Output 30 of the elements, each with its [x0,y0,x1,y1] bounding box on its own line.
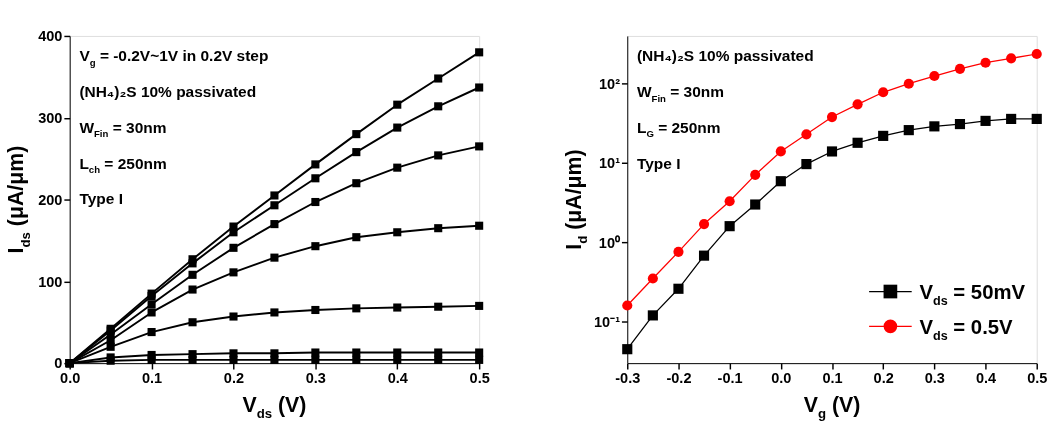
x-tick-label: -0.2 [666,370,692,386]
x-tick-label: 0.5 [469,370,490,386]
x-tick-label: -0.3 [615,370,641,386]
x-tick-label: 0.5 [1027,370,1048,386]
annotation: (NH₄)₂S 10% passivated [636,47,814,65]
y-tick-label: 10⁻¹ [594,314,621,330]
y-tick-label: 200 [38,191,63,208]
x-tick-label: 0.2 [873,370,894,386]
x-tick-label: -0.1 [717,370,743,386]
x-tick-label: 0.1 [141,370,163,386]
y-tick-label: 10¹ [599,155,621,172]
y-tick-label: 300 [38,110,63,127]
y-tick-label: 400 [38,28,63,45]
y-tick-label: 0 [54,355,63,372]
y-tick-label: 100 [38,273,63,290]
x-tick-label: 0.1 [822,370,843,386]
x-tick-label: 0.2 [223,370,245,386]
x-tick-label: 0.0 [60,370,81,386]
annotation: Type I [79,190,123,208]
y-tick-label: 10⁰ [598,234,621,251]
x-tick-label: 0.3 [924,370,945,386]
y-axis-title: Id (μA/μm) [561,149,591,250]
x-tick-label: 0.4 [387,370,408,386]
x-tick-label: 0.3 [305,370,326,386]
x-tick-label: 0.4 [975,370,997,386]
annotation: Type I [636,154,681,172]
annotation: (NH₄)₂S 10% passivated [79,82,257,100]
y-axis-title: Ids (μA/μm) [4,145,33,254]
x-tick-label: 0.0 [771,370,792,386]
y-tick-label: 10² [599,76,621,93]
